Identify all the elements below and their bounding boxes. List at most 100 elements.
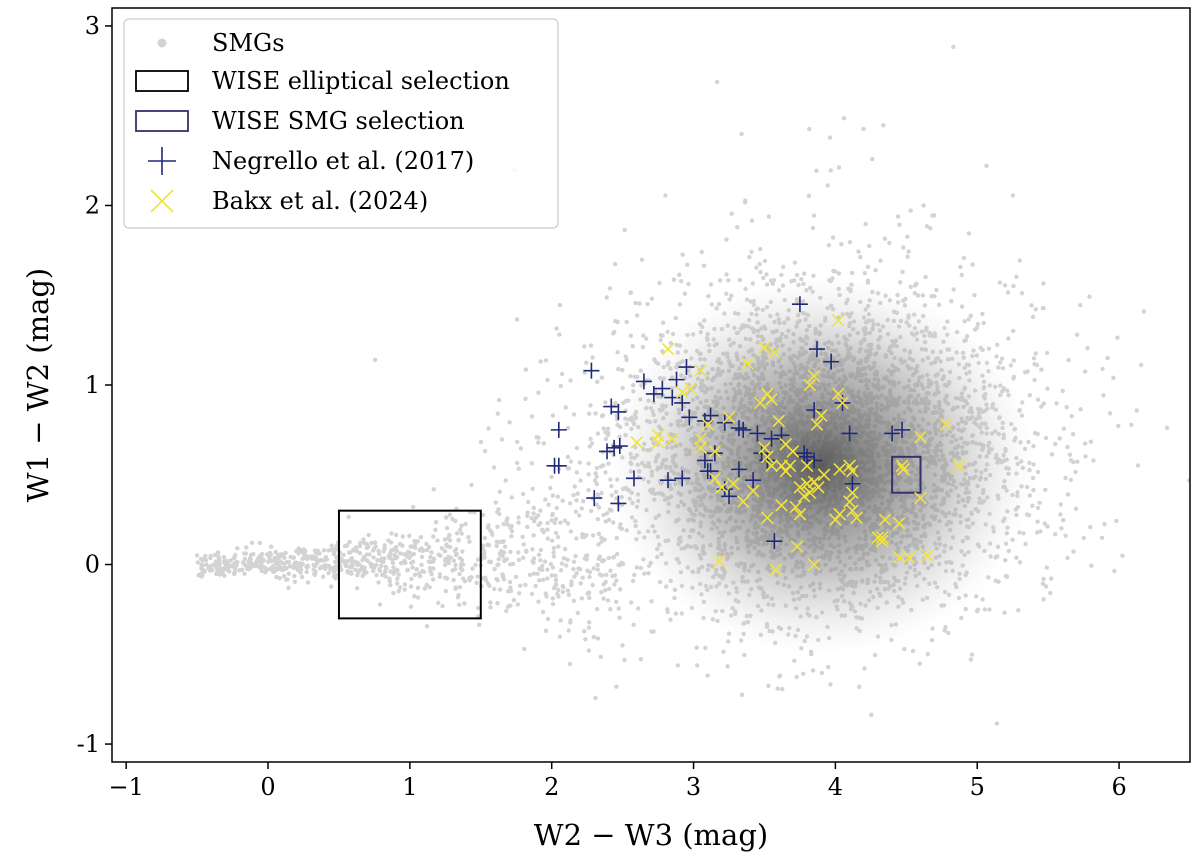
smg-point xyxy=(608,568,613,573)
smg-point xyxy=(521,555,526,560)
smg-point xyxy=(1061,426,1067,431)
smg-point xyxy=(259,568,264,573)
smg-point xyxy=(530,547,535,552)
smg-point xyxy=(529,516,534,521)
smg-point xyxy=(553,582,559,587)
smg-point xyxy=(924,224,930,229)
smg-point xyxy=(958,264,963,270)
smg-point xyxy=(1016,608,1021,613)
smg-point xyxy=(1083,454,1088,459)
smg-point xyxy=(462,579,468,584)
smg-point xyxy=(905,234,910,239)
smg-point xyxy=(444,515,449,520)
smg-point xyxy=(581,534,587,540)
smg-point xyxy=(563,405,568,410)
smg-point xyxy=(274,567,280,572)
smg-point xyxy=(408,544,413,549)
smg-point xyxy=(1027,393,1033,398)
smg-point xyxy=(946,630,951,636)
smg-point xyxy=(856,249,861,254)
smg-point xyxy=(329,543,334,548)
smg-point xyxy=(509,534,514,539)
smg-point xyxy=(1105,355,1110,361)
smg-point xyxy=(969,652,975,657)
smg-point xyxy=(444,526,450,531)
smg-point xyxy=(201,556,206,562)
smg-point xyxy=(467,539,472,544)
smg-point xyxy=(914,281,919,286)
smg-point xyxy=(980,597,985,602)
smg-point xyxy=(601,512,606,518)
smg-point xyxy=(346,514,351,520)
smg-point xyxy=(409,576,414,582)
smg-point xyxy=(673,315,678,321)
smg-point xyxy=(1091,458,1096,463)
smg-point xyxy=(595,567,600,572)
smg-point xyxy=(908,284,913,290)
smg-point xyxy=(381,549,386,554)
smg-point xyxy=(1088,525,1093,530)
smg-point xyxy=(616,366,621,372)
smg-point xyxy=(586,472,591,477)
smg-point xyxy=(630,578,636,584)
smg-point xyxy=(668,617,673,622)
smg-point xyxy=(217,572,222,577)
smg-point xyxy=(540,609,546,615)
smg-point xyxy=(1135,463,1141,468)
smg-point xyxy=(530,559,535,564)
smg-point xyxy=(559,561,565,566)
smg-point xyxy=(1035,505,1041,511)
smg-point xyxy=(1101,393,1106,398)
smg-point xyxy=(470,566,475,571)
smg-point xyxy=(1043,487,1048,492)
smg-point xyxy=(475,557,481,562)
smg-point xyxy=(518,446,524,451)
smg-point xyxy=(572,574,577,579)
smg-point xyxy=(1057,436,1062,441)
smg-point xyxy=(593,695,598,701)
smg-point xyxy=(482,535,488,541)
smg-point xyxy=(862,270,867,276)
smg-point xyxy=(1071,459,1076,465)
smg-point xyxy=(1115,335,1120,340)
smg-point xyxy=(353,567,358,572)
smg-point xyxy=(882,236,888,241)
smg-point xyxy=(549,573,554,578)
smg-point xyxy=(910,648,916,654)
smg-point xyxy=(828,168,833,173)
smg-point xyxy=(608,607,613,612)
smg-point xyxy=(1099,535,1105,540)
smg-point xyxy=(531,533,536,538)
smg-point xyxy=(573,509,579,514)
smg-point xyxy=(959,615,964,621)
smg-point xyxy=(1073,469,1078,475)
smg-point xyxy=(611,520,616,525)
smg-point xyxy=(393,544,399,550)
smg-point xyxy=(495,578,500,583)
smg-point xyxy=(548,561,554,567)
smg-point xyxy=(1058,502,1064,507)
smg-point xyxy=(862,666,867,671)
smg-point xyxy=(1049,452,1055,457)
smg-point xyxy=(872,652,878,658)
smg-point xyxy=(586,648,592,653)
smg-point xyxy=(622,657,627,663)
smg-point xyxy=(706,294,711,299)
smg-point xyxy=(200,563,205,568)
smg-point xyxy=(920,293,926,298)
smg-point xyxy=(430,577,436,582)
smg-point xyxy=(634,565,640,570)
smg-point xyxy=(427,565,433,571)
smg-point xyxy=(485,525,491,530)
smg-point xyxy=(934,287,939,293)
smg-point xyxy=(526,499,531,505)
smg-point xyxy=(603,436,609,442)
smg-point xyxy=(586,487,591,493)
smg-point xyxy=(624,319,629,325)
smg-point xyxy=(586,625,592,630)
smg-point xyxy=(351,547,356,552)
smg-point xyxy=(594,481,600,487)
smg-point xyxy=(545,520,550,526)
smg-point xyxy=(227,569,232,574)
smg-point xyxy=(582,344,587,349)
